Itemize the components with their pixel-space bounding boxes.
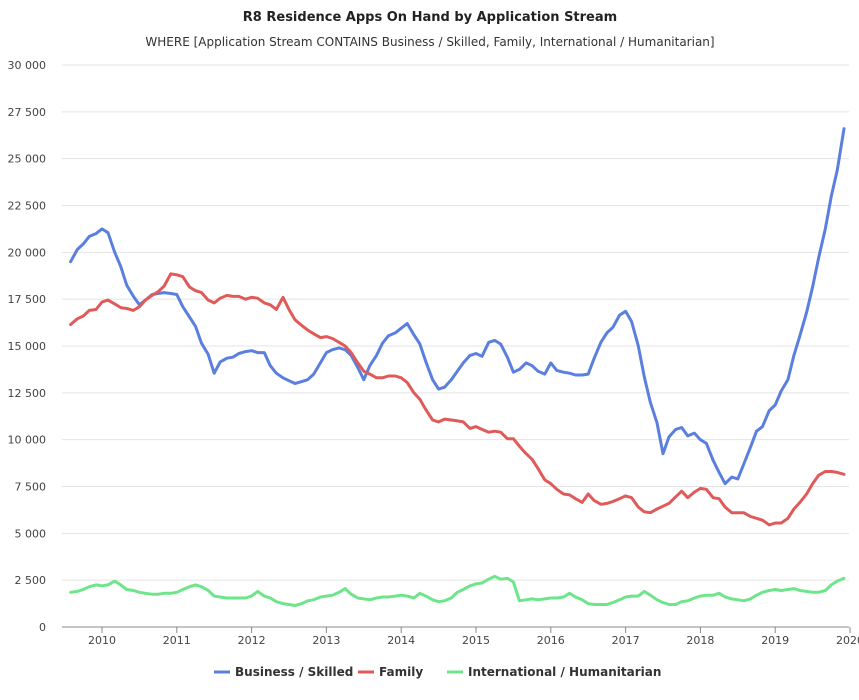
legend-item-family[interactable]: Family	[358, 665, 423, 679]
y-tick-label: 7 500	[15, 481, 47, 494]
y-tick-label: 5 000	[15, 527, 47, 540]
y-tick-label: 15 000	[8, 340, 47, 353]
x-tick-label: 2012	[238, 634, 266, 647]
x-tick-label: 2019	[761, 634, 789, 647]
x-tick-label: 2010	[88, 634, 116, 647]
x-tick-label: 2011	[163, 634, 191, 647]
x-tick-label: 2017	[612, 634, 640, 647]
legend-label: Business / Skilled	[235, 665, 353, 679]
y-tick-label: 17 500	[8, 293, 47, 306]
x-tick-label: 2016	[537, 634, 565, 647]
y-tick-label: 0	[39, 621, 46, 634]
series-group	[69, 127, 846, 607]
y-tick-label: 30 000	[8, 59, 47, 72]
legend-label: International / Humanitarian	[468, 665, 661, 679]
x-tick-label: 2020	[836, 634, 859, 647]
x-tick-label: 2014	[387, 634, 415, 647]
y-tick-label: 22 500	[8, 200, 47, 213]
legend-item-business-skilled[interactable]: Business / Skilled	[214, 665, 353, 679]
y-tick-label: 12 500	[8, 387, 47, 400]
legend[interactable]: Business / Skilled Family International / …	[214, 665, 661, 679]
legend-item-international-humanitarian[interactable]: International / Humanitarian	[447, 665, 661, 679]
chart-subtitle: WHERE [Application Stream CONTAINS Busin…	[145, 35, 714, 49]
y-axis: 0 2 500 5 000 7 500 10 000 12 500 15 000 17 500…	[8, 59, 47, 634]
series-line-business-skilled	[69, 127, 846, 486]
x-axis: 2010 2011 2012 2013 2014 2015 2016 2017 2018 2019…	[88, 627, 859, 647]
y-tick-label: 25 000	[8, 153, 47, 166]
grid-lines	[62, 64, 849, 581]
y-tick-label: 27 500	[8, 106, 47, 119]
series-line-international-humanitarian	[69, 574, 846, 607]
legend-label: Family	[379, 665, 423, 679]
series-line-family	[69, 272, 846, 527]
y-tick-label: 10 000	[8, 434, 47, 447]
x-tick-label: 2015	[462, 634, 490, 647]
x-tick-label: 2013	[312, 634, 340, 647]
y-tick-label: 2 500	[15, 574, 47, 587]
y-tick-label: 20 000	[8, 246, 47, 259]
x-tick-label: 2018	[686, 634, 714, 647]
chart-title: R8 Residence Apps On Hand by Application…	[243, 10, 617, 25]
